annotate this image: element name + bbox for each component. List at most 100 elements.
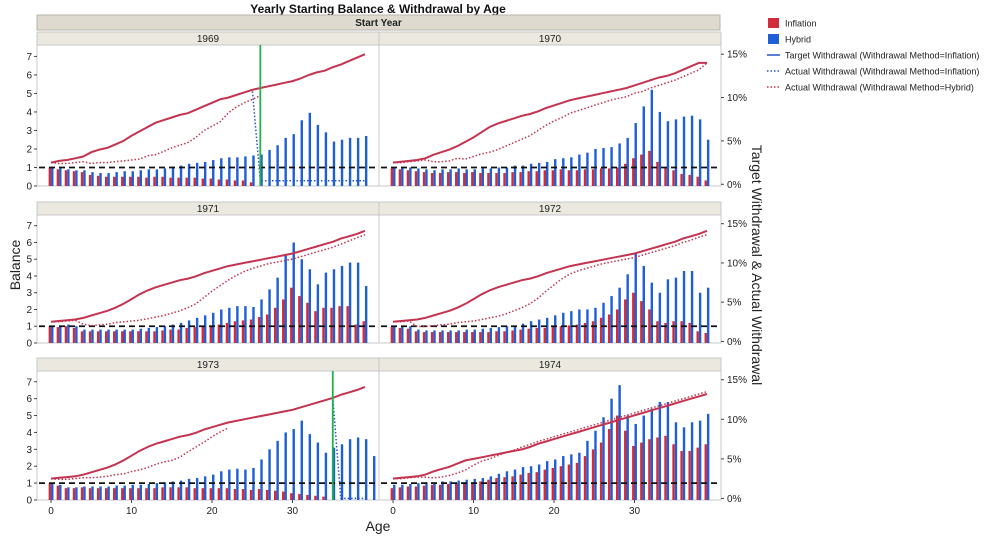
- bar-inflation: [153, 176, 156, 186]
- bar-hybrid: [626, 415, 629, 500]
- bar-inflation: [414, 486, 418, 500]
- bar-hybrid: [155, 169, 159, 186]
- bar-inflation: [503, 477, 506, 500]
- bar-inflation: [583, 322, 587, 343]
- line-target-withdrawal: [50, 53, 366, 164]
- bar-hybrid: [457, 330, 460, 343]
- bar-hybrid: [465, 329, 468, 343]
- bar-inflation: [680, 451, 683, 500]
- bar-hybrid: [324, 132, 328, 186]
- bar-hybrid: [618, 385, 621, 500]
- bar-hybrid: [626, 274, 629, 343]
- x-tick-label: 20: [548, 506, 560, 517]
- bar-hybrid: [602, 302, 605, 343]
- bar-hybrid: [356, 437, 360, 500]
- y2-tick-label: 0%: [727, 180, 742, 191]
- bar-hybrid: [545, 161, 549, 186]
- bar-inflation: [390, 327, 394, 343]
- bar-hybrid: [481, 328, 484, 343]
- bar-inflation: [398, 487, 402, 500]
- bar-inflation: [455, 332, 458, 343]
- bar-inflation: [567, 464, 571, 500]
- y2-tick-label: 15%: [727, 50, 747, 61]
- bar-inflation: [696, 447, 699, 500]
- bar-hybrid: [147, 169, 151, 186]
- bar-inflation: [696, 176, 699, 186]
- bar-hybrid: [433, 330, 436, 343]
- y-tick-label: 3: [26, 288, 32, 299]
- bar-hybrid: [252, 155, 255, 186]
- bar-hybrid: [260, 154, 263, 186]
- line-target-withdrawal: [392, 393, 708, 480]
- bar-hybrid: [618, 287, 621, 343]
- bar-hybrid: [562, 158, 565, 186]
- bar-inflation: [648, 150, 651, 186]
- bar-hybrid: [171, 324, 175, 343]
- bar-inflation: [688, 322, 691, 343]
- bar-inflation: [354, 324, 357, 343]
- bar-inflation: [607, 168, 611, 186]
- line-target-withdrawal: [50, 229, 366, 323]
- bar-inflation: [249, 319, 253, 343]
- facet-header-label: Start Year: [355, 18, 402, 29]
- bar-inflation: [632, 292, 635, 343]
- bar-hybrid: [364, 136, 368, 186]
- line-actual-hybrid: [393, 390, 708, 480]
- bar-inflation: [88, 488, 92, 500]
- bar-hybrid: [187, 478, 191, 500]
- bar-inflation: [193, 177, 196, 186]
- bar-inflation: [64, 326, 68, 343]
- bar-hybrid: [513, 325, 517, 343]
- bar-inflation: [129, 331, 132, 343]
- bar-hybrid: [131, 484, 134, 500]
- bar-inflation: [185, 487, 188, 500]
- bar-inflation: [113, 331, 116, 343]
- y-tick-label: 7: [26, 221, 32, 232]
- bar-inflation: [113, 488, 116, 500]
- bar-inflation: [398, 327, 402, 343]
- y2-tick-label: 15%: [727, 375, 747, 386]
- bar-hybrid: [666, 121, 670, 186]
- bar-hybrid: [59, 325, 62, 343]
- legend-item[interactable]: Hybrid: [768, 34, 811, 45]
- bar-inflation: [153, 331, 156, 343]
- bar-inflation: [463, 482, 466, 500]
- bar-inflation: [664, 435, 667, 500]
- bar-inflation: [169, 177, 172, 186]
- bar-hybrid: [292, 134, 295, 186]
- bar-hybrid: [409, 326, 412, 343]
- bar-hybrid: [67, 169, 70, 186]
- bar-hybrid: [260, 459, 263, 500]
- bar-hybrid: [586, 440, 589, 500]
- chart-title: Yearly Starting Balance & Withdrawal by …: [250, 2, 506, 16]
- bar-hybrid: [545, 317, 549, 343]
- bar-hybrid: [115, 485, 118, 500]
- bar-inflation: [656, 437, 659, 500]
- panel-year-label: 1972: [539, 204, 562, 215]
- bar-inflation: [422, 172, 426, 186]
- bar-inflation: [56, 327, 60, 343]
- bar-inflation: [104, 176, 108, 186]
- bar-hybrid: [570, 454, 573, 500]
- bar-hybrid: [163, 482, 167, 500]
- legend-swatch: [768, 18, 779, 28]
- bar-inflation: [137, 331, 140, 343]
- legend-item[interactable]: Target Withdrawal (Withdrawal Method=Inf…: [767, 51, 979, 61]
- legend-item[interactable]: Inflation: [768, 18, 817, 29]
- legend-item[interactable]: Actual Withdrawal (Withdrawal Method=Hyb…: [767, 83, 974, 93]
- y2-tick-label: 10%: [727, 258, 747, 269]
- bar-inflation: [535, 472, 538, 500]
- bar-inflation: [96, 175, 100, 186]
- bar-hybrid: [417, 483, 420, 500]
- bar-inflation: [559, 326, 563, 343]
- bar-hybrid: [537, 464, 541, 500]
- bar-hybrid: [441, 169, 444, 186]
- bar-hybrid: [75, 170, 78, 186]
- bar-hybrid: [706, 287, 710, 343]
- y-axis-label: Balance: [7, 239, 23, 290]
- bar-hybrid: [91, 329, 94, 343]
- bar-hybrid: [139, 484, 142, 500]
- legend-item[interactable]: Actual Withdrawal (Withdrawal Method=Inf…: [767, 67, 979, 77]
- bar-hybrid: [674, 277, 678, 343]
- bar-hybrid: [244, 306, 247, 343]
